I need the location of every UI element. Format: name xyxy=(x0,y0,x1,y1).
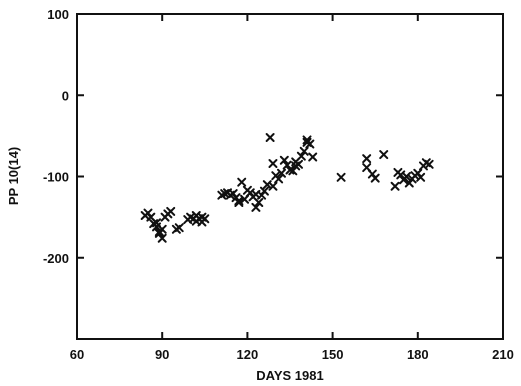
data-point xyxy=(370,173,380,183)
data-point xyxy=(296,151,306,161)
data-point xyxy=(274,174,284,184)
data-point xyxy=(279,155,289,165)
data-point xyxy=(294,159,304,169)
x-tick-label: 90 xyxy=(155,347,169,362)
data-point xyxy=(237,177,247,187)
data-point xyxy=(265,133,275,142)
data-point xyxy=(254,198,264,207)
y-tick-label: -100 xyxy=(43,170,69,185)
data-point xyxy=(174,223,184,233)
data-point xyxy=(251,202,261,212)
data-point xyxy=(234,198,244,207)
data-point xyxy=(157,233,167,243)
data-point xyxy=(268,181,278,191)
data-points xyxy=(140,133,434,243)
plot-area-frame xyxy=(76,13,504,340)
data-point xyxy=(259,186,269,196)
data-point xyxy=(416,172,426,182)
data-point xyxy=(157,224,167,234)
tick-labels: 60 90 120 150 180 210 100 0 -100 -200 xyxy=(43,7,514,362)
x-tick-label: 210 xyxy=(492,347,514,362)
data-point xyxy=(336,172,346,182)
data-point xyxy=(362,154,372,164)
data-point xyxy=(276,168,286,178)
data-point xyxy=(401,172,411,181)
data-point xyxy=(200,214,210,224)
axis-ticks xyxy=(76,13,504,339)
x-tick-label: 150 xyxy=(322,347,344,362)
data-point xyxy=(308,152,318,162)
data-point xyxy=(299,146,309,156)
x-axis-label: DAYS 1981 xyxy=(256,368,323,383)
y-tick-label: -200 xyxy=(43,251,69,266)
data-point xyxy=(390,181,400,191)
y-tick-label: 0 xyxy=(62,88,69,103)
data-point xyxy=(379,150,389,160)
x-tick-label: 60 xyxy=(70,347,84,362)
data-point xyxy=(305,139,315,149)
y-axis-label: PP 10(14) xyxy=(6,147,21,205)
x-tick-label: 120 xyxy=(237,347,259,362)
y-tick-label: 100 xyxy=(47,7,69,22)
x-tick-label: 180 xyxy=(407,347,429,362)
data-point xyxy=(268,159,278,168)
data-point xyxy=(166,206,176,216)
data-point xyxy=(424,159,434,169)
